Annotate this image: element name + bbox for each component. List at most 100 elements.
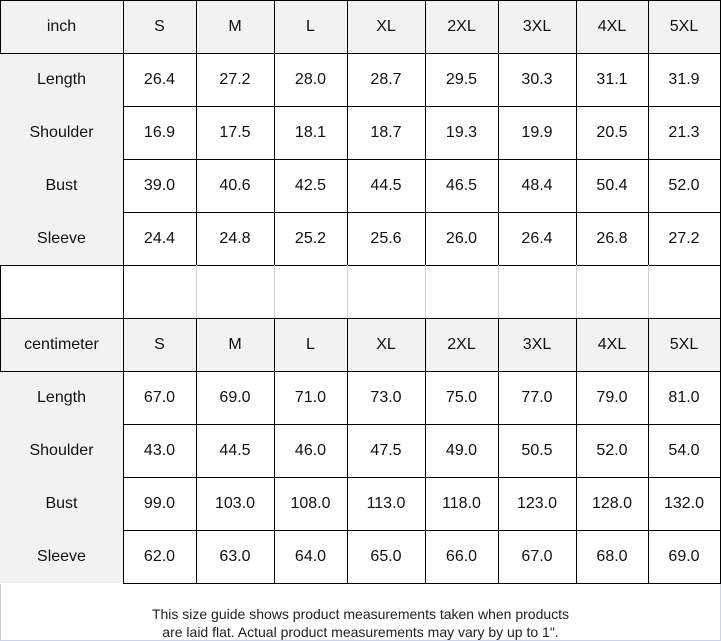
grid-line [0,265,1,318]
grid-line [576,265,577,318]
row-label: Length [37,70,86,88]
grid-line [123,159,721,160]
size-header: 3XL [522,17,552,35]
size-header: S [154,335,165,353]
measurement-cell: 46.5 [445,176,478,194]
measurement-cell: 48.4 [521,176,553,194]
measurement-cell: 21.3 [668,123,700,141]
measurement-cell: 113.0 [366,494,406,512]
grid-line [648,0,649,265]
size-header: 4XL [597,17,627,35]
grid-line [123,583,721,584]
grid-line [123,212,721,213]
measurement-cell: 108.0 [290,494,331,512]
grid-line [648,318,649,583]
measurement-cell: 30.3 [521,70,553,88]
row-label: Shoulder [29,123,94,141]
grid-line [347,265,348,318]
measurement-cell: 64.0 [294,547,327,565]
measurement-cell: 44.5 [370,176,402,194]
measurement-cell: 75.0 [445,388,478,406]
unit-label: centimeter [24,335,99,353]
measurement-cell: 31.9 [668,70,700,88]
grid-line [425,265,426,318]
row-label: Bust [45,494,78,512]
grid-line [196,265,197,318]
measurement-cell: 44.5 [219,441,251,459]
measurement-cell: 16.9 [143,123,176,141]
measurement-cell: 50.4 [596,176,628,194]
measurement-cell: 54.0 [668,441,700,459]
row-label: Length [37,388,86,406]
size-header: 3XL [522,335,552,353]
grid-line [0,318,721,319]
measurement-cell: 67.0 [521,547,553,565]
measurement-cell: 67.0 [143,388,176,406]
label-column-bg [0,53,123,265]
grid-line [498,318,499,583]
measurement-cell: 79.0 [596,388,628,406]
measurement-cell: 49.0 [445,441,478,459]
size-header: L [306,335,315,353]
grid-line [123,530,721,531]
note-line-1: This size guide shows product measuremen… [151,606,570,622]
row-label: Bust [45,176,78,194]
measurement-cell: 99.0 [143,494,176,512]
size-header: 5XL [669,335,699,353]
size-header-row-bg [0,0,721,53]
grid-line [0,0,721,1]
grid-line [274,0,275,265]
measurement-cell: 24.4 [143,229,176,247]
grid-line [0,318,1,371]
grid-line [0,371,721,372]
grid-line [0,0,1,53]
measurement-cell: 28.7 [370,70,402,88]
measurement-cell: 24.8 [219,229,251,247]
grid-line [123,0,124,265]
measurement-cell: 46.0 [294,441,327,459]
measurement-cell: 52.0 [596,441,628,459]
measurement-cell: 118.0 [442,494,481,512]
size-header: 2XL [447,17,476,35]
measurement-cell: 40.6 [219,176,251,194]
grid-line [123,318,124,583]
size-header: S [154,17,165,35]
grid-line [0,265,721,266]
grid-line [576,318,577,583]
grid-line [498,0,499,265]
grid-line [196,318,197,583]
measurement-cell: 77.0 [521,388,553,406]
grid-line [123,477,721,478]
measurement-cell: 69.0 [668,547,700,565]
unit-label: inch [46,17,77,35]
row-label: Sleeve [37,547,86,565]
note-line-2: are laid flat. Actual product measuremen… [162,624,559,640]
measurement-cell: 29.5 [445,70,478,88]
label-column-bg [0,371,123,583]
row-label: Shoulder [29,441,94,459]
measurement-cell: 19.3 [445,123,478,141]
size-header-row-bg [0,318,721,371]
measurement-cell: 26.4 [143,70,176,88]
measurement-cell: 50.5 [521,441,553,459]
grid-line [648,265,649,318]
measurement-cell: 62.0 [143,547,176,565]
size-header: L [306,17,315,35]
grid-line [425,318,426,583]
measurement-cell: 18.7 [370,123,402,141]
measurement-cell: 25.6 [370,229,402,247]
grid-line [196,0,197,265]
measurement-cell: 66.0 [445,547,478,565]
size-header: XL [376,17,396,35]
measurement-cell: 73.0 [370,388,402,406]
grid-line [576,0,577,265]
measurement-cell: 26.0 [445,229,478,247]
grid-line [347,0,348,265]
measurement-cell: 18.1 [294,123,327,141]
measurement-cell: 26.8 [596,229,628,247]
measurement-cell: 27.2 [668,229,700,247]
measurement-cell: 39.0 [143,176,176,194]
measurement-cell: 52.0 [668,176,700,194]
measurement-cell: 103.0 [214,494,256,512]
measurement-cell: 123.0 [516,494,558,512]
